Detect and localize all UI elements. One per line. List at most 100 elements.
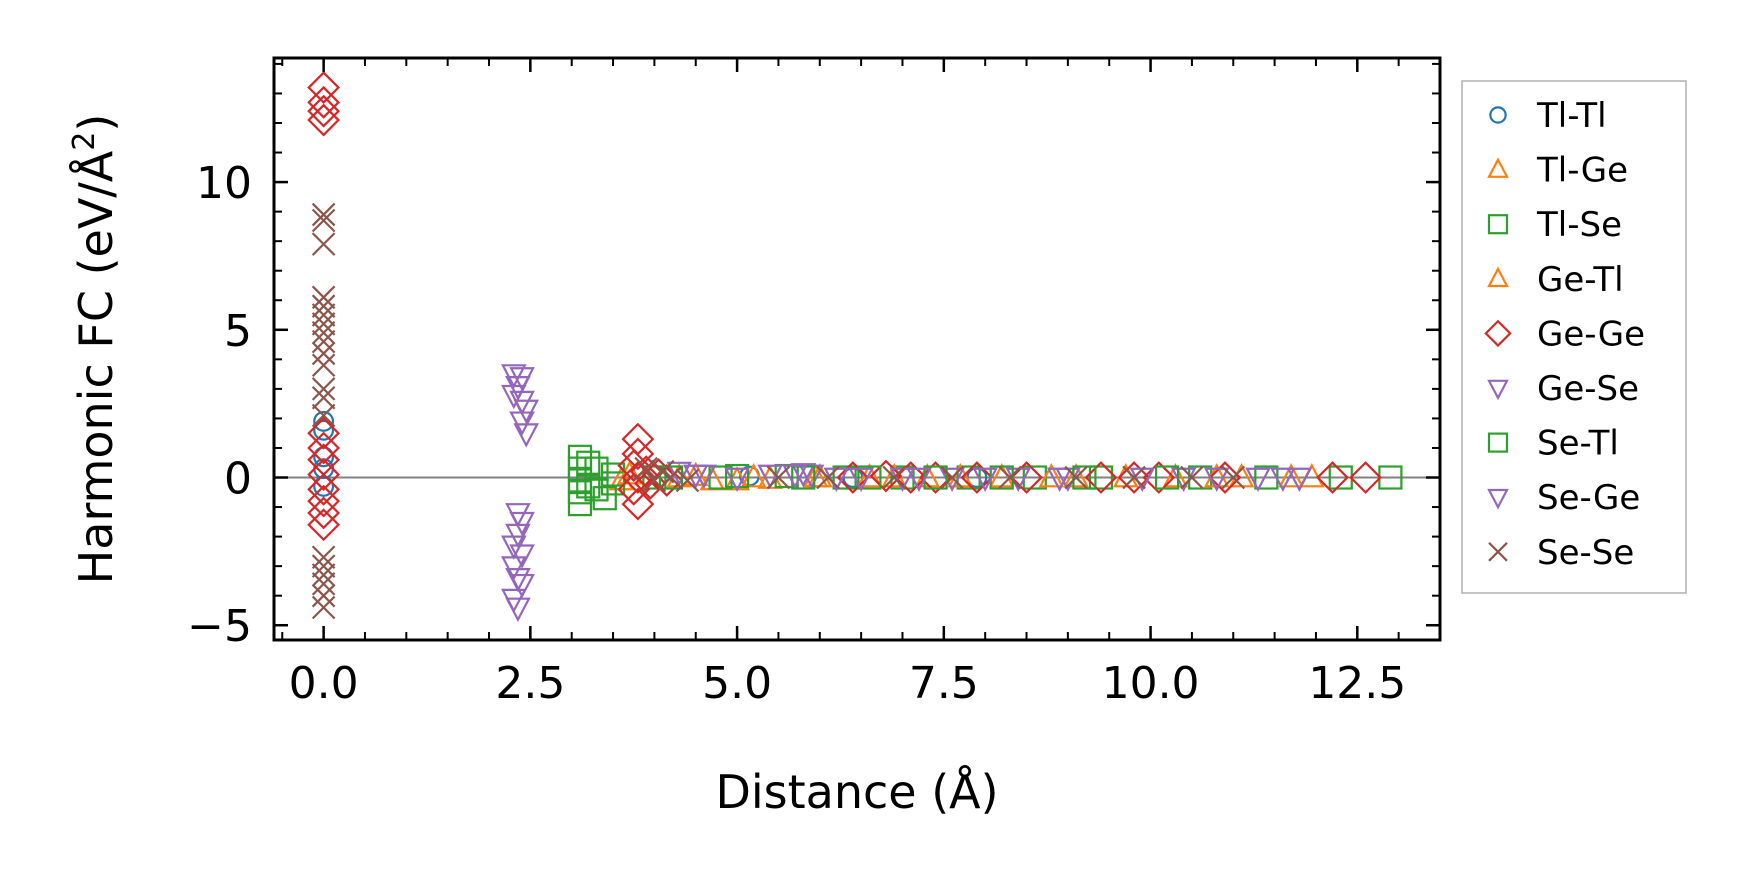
data-point [1117,461,1151,494]
data-point [1203,467,1230,492]
data-point [584,477,609,502]
data-point [500,364,527,389]
legend-marker-Ge-Tl [1487,266,1509,288]
y-tick-label: −5 [187,601,252,652]
data-point [311,320,336,345]
data-point [307,458,341,491]
data-point [1010,461,1043,494]
data-point [1278,463,1304,488]
x-tick-label: 7.5 [909,658,979,709]
data-point [311,572,336,596]
data-point [1046,467,1073,492]
x-tick-label: 10.0 [1102,658,1200,709]
data-point [1084,461,1118,494]
data-point [1245,467,1271,492]
data-point [307,71,341,104]
data-point [311,595,336,620]
data-point [1270,467,1296,492]
data-point [584,456,609,481]
data-point [311,303,336,327]
data-point [313,410,335,432]
x-axis-label: Distance (Å) [715,765,998,819]
legend-label: Ge-Ge [1537,314,1645,354]
y-tick-label: 10 [196,158,252,209]
data-point [906,467,932,492]
data-point [621,437,655,471]
data-point [1155,465,1180,490]
data-point [1349,461,1382,494]
y-axis-label-close: ) [69,114,123,132]
data-point [513,423,540,448]
data-point [1142,461,1176,494]
legend-marker-Ge-Se [1487,379,1509,401]
data-point [1208,461,1242,494]
data-point [311,208,336,233]
data-point [960,461,994,494]
y-axis-label-main: Harmonic FC (eV/Å [69,150,123,584]
series-Se-Se [311,202,1246,620]
data-point [848,467,874,492]
data-point [816,465,840,490]
data-point [311,563,336,587]
data-point [311,341,336,366]
data-point [313,419,335,441]
data-point [790,463,817,488]
data-point [311,285,336,310]
data-point [311,353,336,378]
plot-area [274,71,1440,622]
legend-marker-Tl-Tl [1489,106,1507,124]
data-point [608,466,635,491]
data-point [629,455,663,489]
data-point [311,312,336,336]
data-point [592,486,617,511]
data-point [509,511,535,537]
legend-label: Tl-Se [1536,205,1622,245]
data-point [307,431,341,465]
data-point [724,467,750,492]
data-point [857,465,882,490]
data-point [882,465,906,490]
data-point [1221,465,1246,490]
data-point [307,496,341,530]
data-point [311,554,336,578]
series-Ge-Se [500,364,1271,492]
data-point [505,597,531,622]
legend-marker-Ge-Ge [1484,319,1512,348]
data-point [1316,461,1349,494]
data-point [311,385,336,410]
data-point [1122,465,1146,490]
data-point [1072,465,1097,490]
data-point [650,464,684,497]
legend-label: Ge-Tl [1537,260,1624,300]
data-point [567,492,593,517]
data-point [500,384,527,410]
data-point [1286,467,1313,492]
x-tick-label: 0.0 [289,658,359,709]
legend: Tl-Tl Tl-Ge Tl-Se Ge-Tl Ge-Ge Ge-Se Se-Tl Se-Ge… [1461,80,1687,594]
data-point [1088,465,1114,490]
data-point [576,450,601,475]
data-point [311,583,336,608]
y-axis-label: Harmonic FC (eV/Å2) [67,114,123,585]
data-point [509,411,535,436]
data-point [513,399,540,425]
x-tick-label: 5.0 [702,658,772,709]
data-point [311,202,336,227]
data-point [307,484,341,518]
data-point [940,465,964,490]
data-point [505,503,531,528]
data-point [509,573,535,599]
x-tick-label: 2.5 [495,658,565,709]
data-point [500,535,527,560]
legend-label: Ge-Se [1537,369,1639,409]
data-point [1064,465,1088,490]
legend-frame [1461,80,1687,594]
data-point [1038,463,1065,488]
plot-frame [272,56,1442,642]
data-point [505,523,531,549]
data-point [894,461,928,494]
legend-marker-Se-Ge [1487,488,1509,510]
legend-label: Se-Se [1537,533,1634,573]
data-point [307,85,341,119]
data-point [1180,465,1204,490]
